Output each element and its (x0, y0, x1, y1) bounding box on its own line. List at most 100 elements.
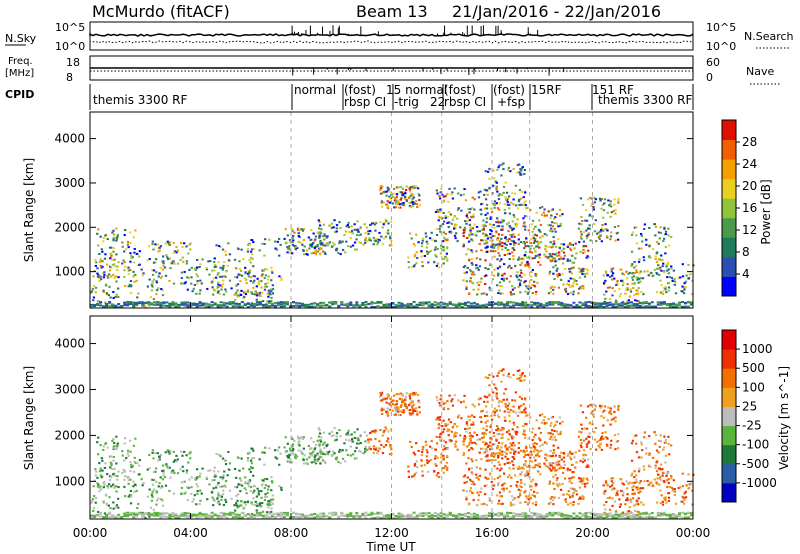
power-cell (105, 292, 108, 295)
velocity-cell (132, 485, 135, 488)
velocity-cell (359, 435, 362, 438)
velocity-cell (471, 435, 474, 438)
power-cell (456, 208, 460, 211)
velocity-cell (641, 487, 645, 490)
power-cell (199, 289, 202, 292)
velocity-cell (225, 501, 228, 504)
velocity-cell (503, 463, 506, 466)
velocity-cell (447, 434, 450, 437)
velocity-cell (566, 467, 569, 470)
power-cell (564, 287, 568, 290)
power-cell (411, 266, 414, 269)
power-cell (123, 265, 127, 268)
velocity-cell (518, 492, 522, 495)
power-cell (558, 247, 562, 250)
velocity-cell (552, 448, 556, 452)
power-cell (639, 232, 643, 235)
velocity-cell (420, 464, 423, 467)
power-cell (420, 242, 424, 245)
power-cell (410, 193, 413, 196)
power-cell (600, 227, 604, 230)
power-cell (416, 187, 420, 190)
velocity-cell (215, 475, 218, 478)
velocity-cell (235, 504, 238, 507)
power-cell (316, 250, 319, 253)
power-cell (667, 272, 670, 275)
velocity-cell (447, 418, 451, 421)
velocity-cell (620, 478, 623, 481)
velocity-cell (244, 501, 247, 504)
velocity-cell (659, 440, 663, 443)
velocity-cell (626, 510, 629, 513)
power-cell (430, 303, 434, 306)
velocity-cell (389, 397, 392, 400)
power-cell (102, 276, 106, 279)
velocity-cell (109, 466, 112, 469)
cpid-text-1: themis 3300 RF (93, 93, 187, 107)
cpid-text-2: normal (294, 83, 336, 97)
power-cell (512, 293, 516, 296)
power-cell (578, 222, 581, 225)
velocity-cell (411, 475, 414, 478)
velocity-cell (379, 429, 382, 432)
power-cell (196, 275, 199, 278)
velocity-cell (408, 395, 412, 398)
power-cell (555, 222, 558, 225)
power-cell (535, 290, 538, 293)
power-cell (151, 285, 154, 288)
power-cell (127, 273, 130, 276)
power-cell (469, 231, 472, 234)
power-cell (400, 302, 404, 305)
velocity-cell (339, 462, 342, 465)
velocity-cell (528, 464, 531, 467)
velocity-cell (248, 468, 251, 471)
power-cell (162, 264, 165, 267)
power-cell (485, 293, 489, 296)
velocity-cell (252, 457, 256, 460)
velocity-cell (380, 409, 383, 412)
power-cell (545, 250, 548, 253)
velocity-cell (264, 446, 267, 449)
power-cell (110, 275, 113, 278)
power-cell (536, 255, 540, 258)
power-cell (558, 254, 561, 257)
power-cell (527, 263, 530, 266)
date-range: 21/Jan/2016 - 22/Jan/2016 (452, 2, 661, 21)
velocity-cell (599, 442, 602, 445)
power-cell (361, 303, 365, 306)
power-cell (268, 289, 271, 292)
power-cell (439, 301, 443, 304)
velocity-cell (606, 444, 609, 448)
velocity-cell (656, 473, 660, 476)
power-cell (368, 229, 371, 232)
velocity-cell (679, 486, 682, 489)
power-cell (503, 254, 506, 257)
power-cell (261, 306, 265, 309)
power-cell (496, 225, 499, 228)
power-cell (253, 293, 256, 296)
power-cell (249, 256, 253, 259)
velocity-cell (664, 498, 667, 501)
power-cell (502, 277, 505, 280)
velocity-cell (95, 470, 98, 473)
power-cell (671, 305, 675, 308)
velocity-cell (586, 478, 589, 482)
power-cell (506, 169, 510, 172)
velocity-cell (553, 425, 556, 428)
power-cell (247, 275, 250, 278)
power-cell (667, 281, 671, 284)
velocity-cell (587, 440, 591, 443)
velocity-cell (518, 377, 521, 380)
power-cell (483, 207, 487, 210)
velocity-cell (562, 466, 565, 469)
power-cell (400, 197, 403, 200)
power-cell (493, 226, 496, 229)
velocity-cell (130, 463, 133, 466)
power-cell (453, 187, 456, 190)
power-cell (650, 305, 654, 308)
power-cell (519, 172, 522, 175)
velocity-cell (198, 475, 201, 478)
power-cell (533, 280, 536, 283)
power-cell (633, 282, 636, 285)
velocity-cell (569, 468, 572, 471)
